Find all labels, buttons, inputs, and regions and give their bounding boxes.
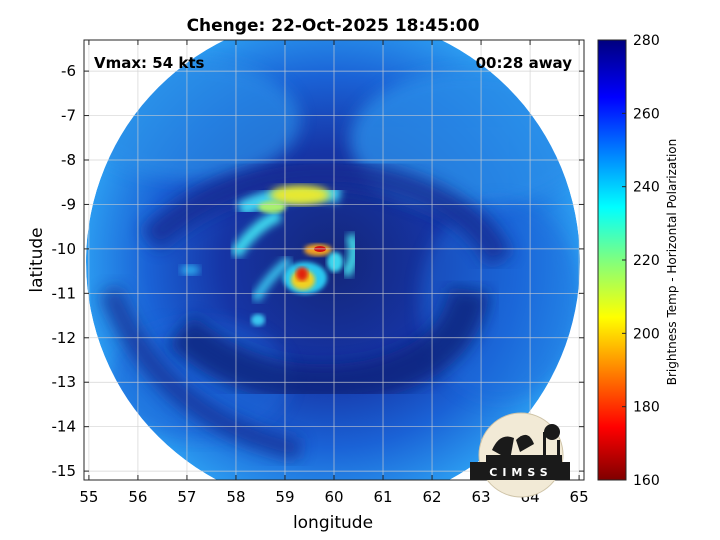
y-tick-label: -8 bbox=[61, 151, 76, 169]
colorbar-tick-label: 260 bbox=[633, 106, 660, 122]
colorbar-tick-label: 160 bbox=[633, 473, 660, 489]
colorbar-tick-label: 200 bbox=[633, 326, 660, 342]
cimss-logo-text: CIMSS bbox=[489, 466, 552, 479]
x-tick-label: 56 bbox=[128, 488, 147, 506]
time-away-annotation: 00:28 away bbox=[476, 54, 573, 72]
y-tick-label: -9 bbox=[61, 195, 76, 213]
y-tick-label: -14 bbox=[52, 418, 77, 436]
y-tick-label: -11 bbox=[52, 284, 77, 302]
colorbar-tick-label: 280 bbox=[633, 33, 660, 49]
chart-title: Chenge: 22-Oct-2025 18:45:00 bbox=[187, 16, 480, 36]
y-tick-label: -6 bbox=[61, 62, 76, 80]
x-tick-label: 63 bbox=[472, 488, 491, 506]
y-tick-label: -7 bbox=[61, 107, 76, 125]
colorbar-label: Brightness Temp - Horizontal Polarizatio… bbox=[665, 139, 679, 386]
x-tick-label: 65 bbox=[570, 488, 589, 506]
colorbar-ticks: 280 260 240 220 200 180 160 bbox=[622, 33, 660, 489]
colorbar bbox=[597, 39, 627, 481]
cimss-logo: CIMSS bbox=[470, 412, 570, 498]
x-axis-label: longitude bbox=[293, 513, 373, 533]
colorbar-tick-label: 220 bbox=[633, 253, 660, 269]
y-tick-label: -12 bbox=[52, 329, 77, 347]
x-tick-label: 61 bbox=[373, 488, 392, 506]
y-tick-label: -10 bbox=[52, 240, 77, 258]
y-axis: -6 -7 -8 -9 -10 -11 -12 -13 -14 -15 bbox=[52, 62, 584, 480]
x-tick-label: 57 bbox=[177, 488, 196, 506]
y-axis-label: latitude bbox=[27, 227, 47, 292]
x-tick-label: 59 bbox=[275, 488, 294, 506]
vmax-annotation: Vmax: 54 kts bbox=[94, 54, 204, 72]
x-tick-label: 55 bbox=[79, 488, 98, 506]
x-axis: 55 56 57 58 59 60 61 62 63 64 65 bbox=[79, 40, 589, 506]
x-tick-label: 60 bbox=[324, 488, 343, 506]
colorbar-tick-label: 180 bbox=[633, 400, 660, 416]
grid-lines bbox=[84, 40, 584, 480]
x-tick-label: 58 bbox=[226, 488, 245, 506]
y-tick-label: -13 bbox=[52, 373, 77, 391]
y-tick-label: -15 bbox=[52, 462, 77, 480]
colorbar-tick-label: 240 bbox=[633, 180, 660, 196]
x-tick-label: 62 bbox=[422, 488, 441, 506]
